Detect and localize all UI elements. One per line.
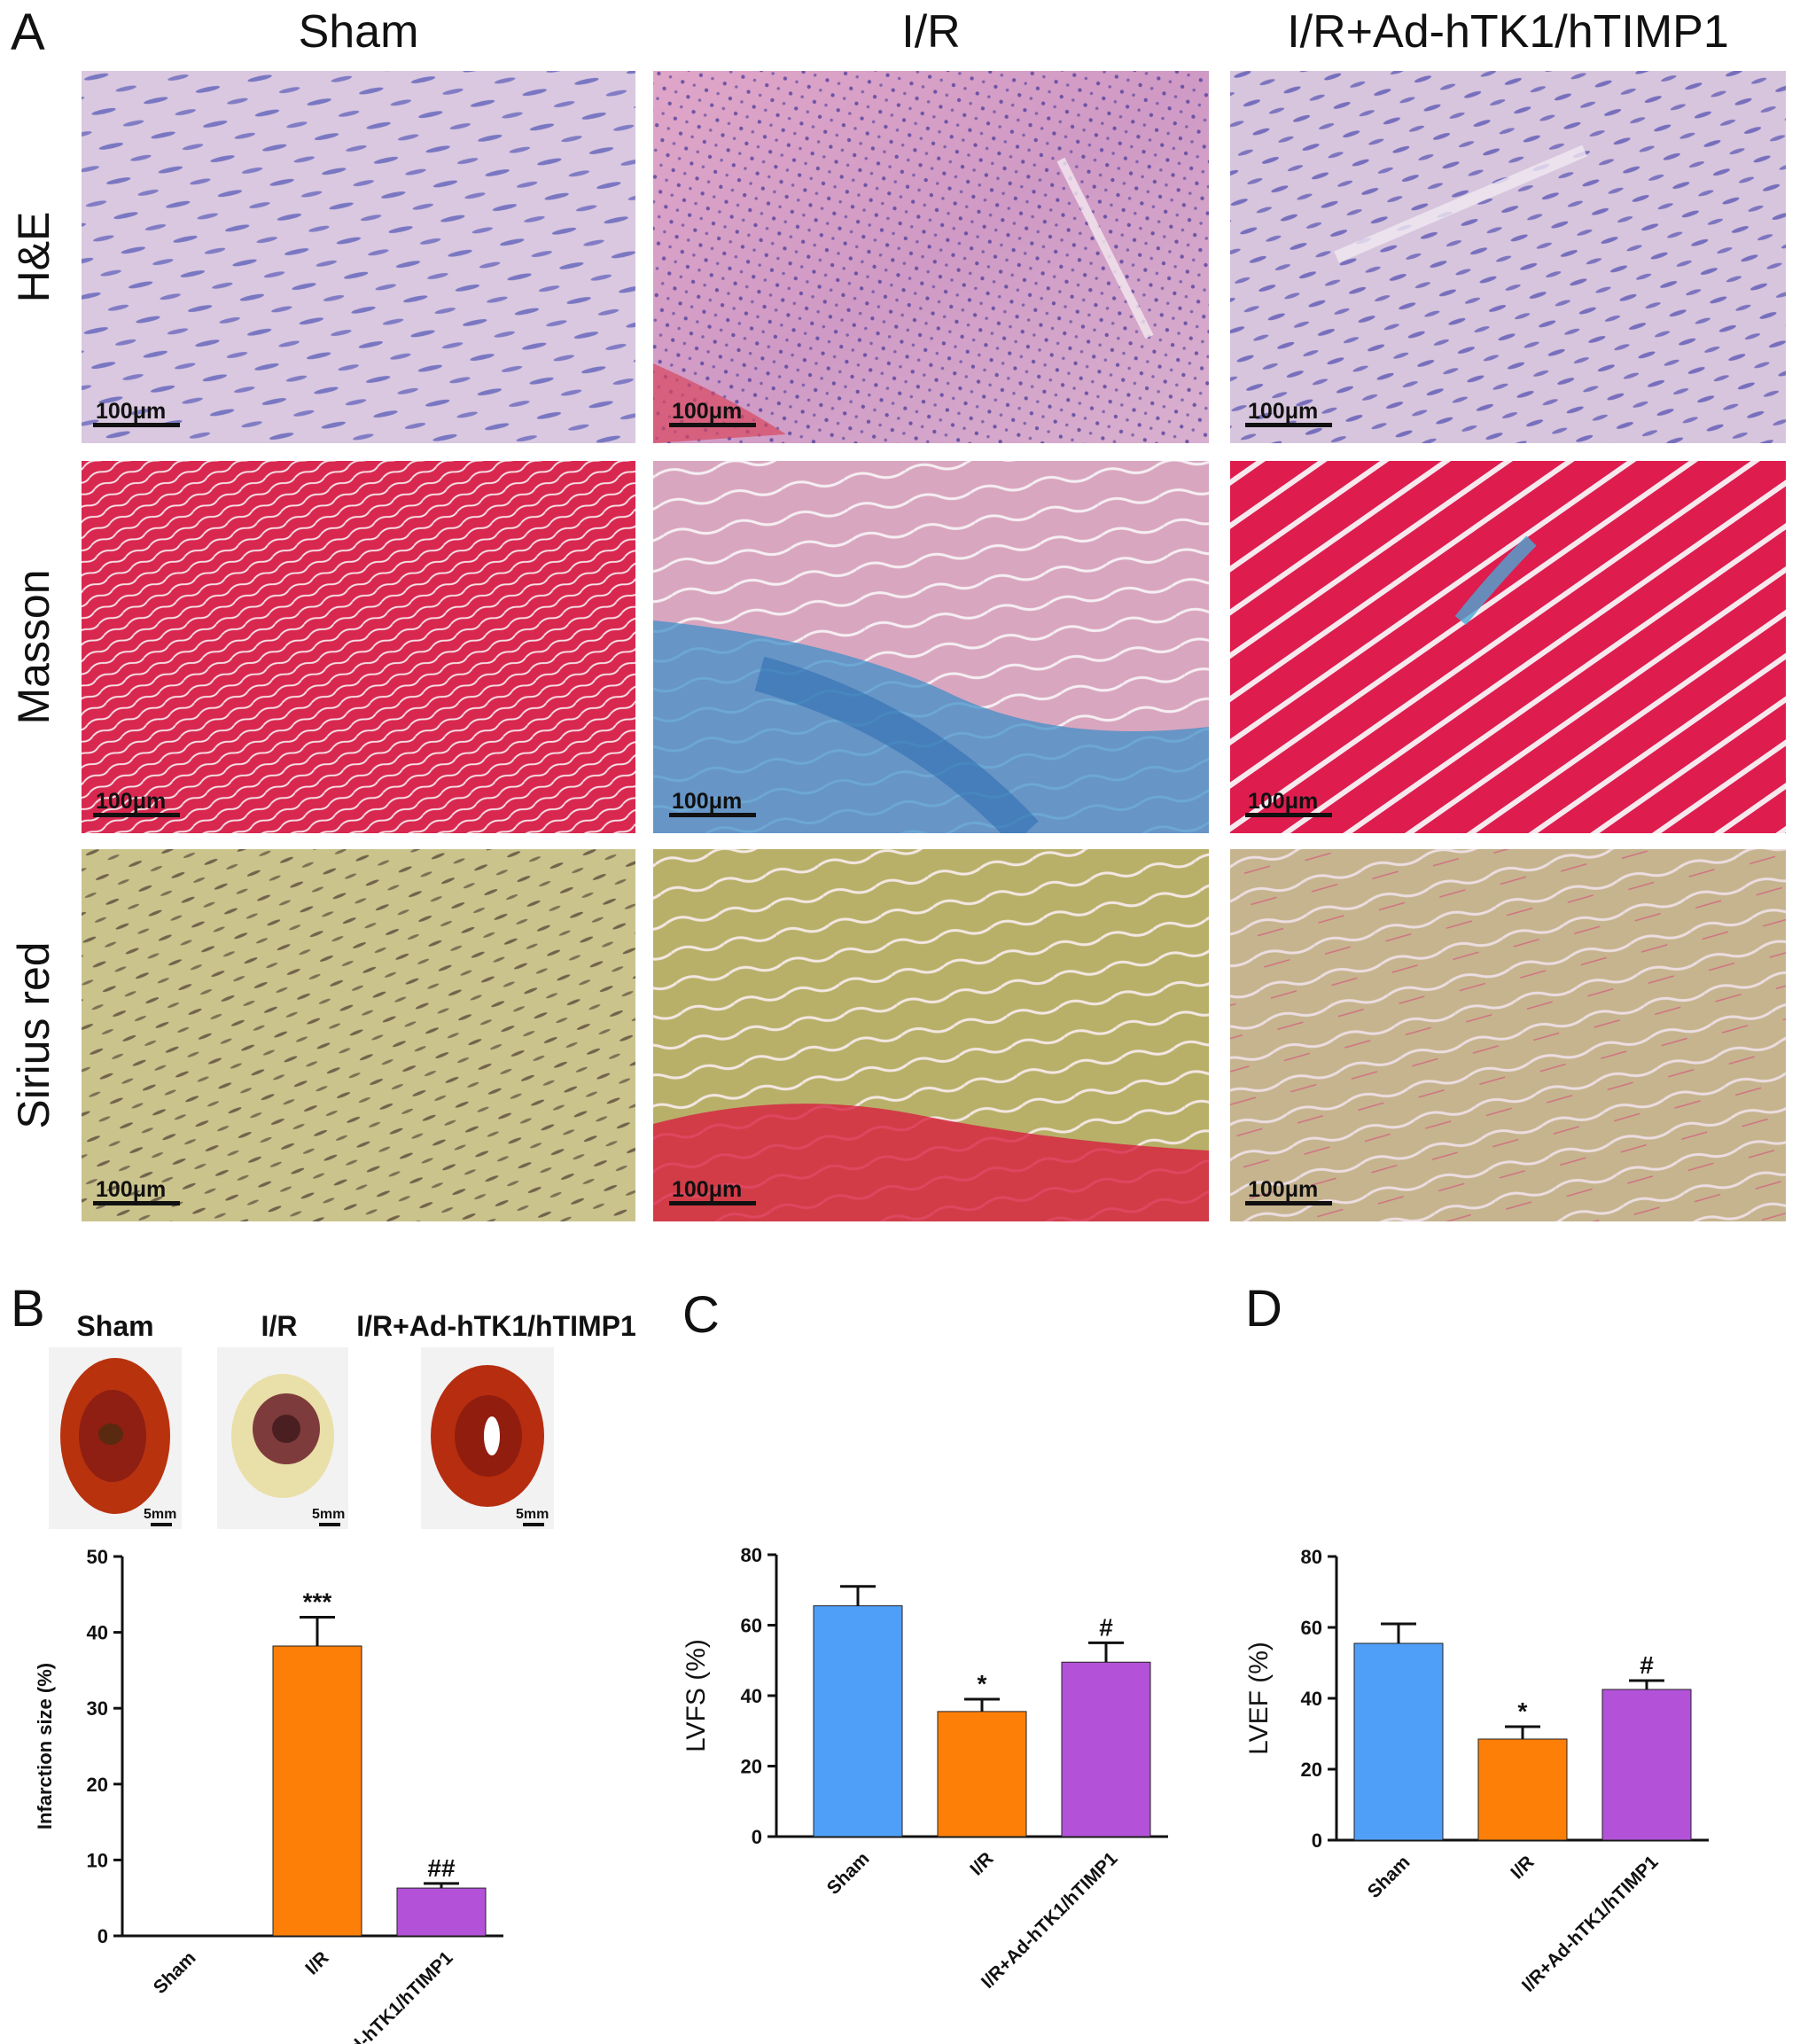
lvef-y-tick-label: 20 [1301,1759,1322,1781]
scale-bar-he-sham [93,423,180,427]
infarction-category-label: I/R+Ad-hTK1/hTIMP1 [313,1947,457,2044]
infarction-significance-mark: ## [427,1854,456,1882]
scale-label-sirius-ir: 100μm [672,1177,743,1202]
lvfs-y-tick-label: 0 [752,1826,762,1848]
heart-scale-bar-treatment [523,1523,544,1526]
scale-bar-sirius-ir [669,1201,756,1205]
panel-d-letter: D [1245,1280,1282,1338]
heart-scale-label-ir: 5mm [312,1507,346,1522]
lvef-bar-sham [1353,1642,1444,1841]
scale-bar-masson-treatment [1245,813,1332,817]
lvfs-y-tick-label: 20 [741,1756,762,1778]
lvef-bar-ir [1477,1738,1568,1841]
infarction-y-tick-label: 30 [87,1697,108,1720]
lvfs-category-label: I/R+Ad-hTK1/hTIMP1 [978,1848,1122,1993]
row-title-sirius-red: Sirius red [9,941,58,1129]
lvef-category-label: Sham [1364,1852,1414,1902]
lvef-y-tick-label: 40 [1301,1688,1322,1710]
row-title-he: H&E [9,211,58,303]
heart-label-treatment: I/R+Ad-hTK1/hTIMP1 [356,1310,636,1342]
scale-bar-sirius-treatment [1245,1201,1332,1205]
heart-scale-label-treatment: 5mm [516,1507,549,1522]
lvfs-bar-ir [937,1711,1027,1837]
heart-label-sham: Sham [76,1310,154,1342]
micrograph-sirius-ir [653,849,1209,1221]
lvfs-bar-sham [813,1605,903,1837]
chart-lvef: 0 20 40 60 80 LVEF (%) Sham * I/R # I/R+Ad-hTK1/hT… [1244,1546,1709,1996]
scale-bar-he-ir [669,423,756,427]
lvef-category-label: I/R [1507,1852,1538,1883]
column-title-sham: Sham [298,6,419,58]
micrograph-masson-treatment [1230,461,1786,833]
infarction-y-tick-label: 50 [87,1546,108,1568]
infarction-y-tick-label: 20 [87,1774,108,1796]
scale-label-he-sham: 100μm [96,399,167,424]
lvfs-y-tick-label: 40 [741,1685,762,1707]
lvef-significance-mark: * [1518,1697,1528,1725]
infarction-significance-mark: *** [303,1588,332,1615]
lvef-y-tick-label: 80 [1301,1546,1322,1568]
lvfs-significance-mark: * [978,1670,987,1697]
micrograph-he-sham [82,71,635,443]
panel-b-letter: B [11,1280,45,1338]
infarction-bar-ir [272,1645,362,1937]
micrograph-masson-sham [82,461,635,833]
chart-lvfs: 0 20 40 60 80 LVFS (%) Sham * I/R # I/R+Ad-hTK1/hT… [682,1544,1168,1993]
lvef-y-label: LVEF (%) [1244,1642,1274,1755]
column-title-ir: I/R [901,6,961,58]
lvfs-category-label: I/R [966,1848,997,1879]
lvfs-y-tick-label: 80 [741,1544,762,1566]
scale-label-sirius-treatment: 100μm [1248,1177,1319,1202]
lvef-y-tick-label: 0 [1312,1829,1322,1852]
lvef-category-label: I/R+Ad-hTK1/hTIMP1 [1518,1852,1663,1996]
heart-scale-label-sham: 5mm [144,1507,177,1522]
scale-label-he-ir: 100μm [672,399,743,424]
lvfs-y-tick-label: 60 [741,1615,762,1637]
heart-label-ir: I/R [261,1310,298,1342]
infarction-category-label: Sham [150,1947,200,1998]
infarction-bar-treat [396,1887,487,1937]
lvfs-y-label: LVFS (%) [682,1639,711,1752]
heart-slice-sham [49,1347,182,1529]
micrograph-sirius-treatment [1230,849,1786,1221]
lvef-y-tick-label: 60 [1301,1617,1322,1639]
lvfs-category-label: Sham [823,1848,874,1899]
heart-slice-ir [217,1347,348,1529]
infarction-y-tick-label: 0 [97,1925,108,1947]
scale-label-masson-sham: 100μm [96,789,167,814]
scale-label-masson-ir: 100μm [672,789,743,814]
lvfs-significance-mark: # [1099,1613,1113,1641]
chart-infarction-size: 0 10 20 30 40 50 Infarction size (%) Sham *** I/R… [34,1546,503,2044]
scale-bar-sirius-sham [93,1201,180,1205]
infarction-y-tick-label: 10 [87,1849,108,1871]
scale-label-he-treatment: 100μm [1248,399,1319,424]
scale-bar-he-treatment [1245,423,1332,427]
panel-a-letter: A [11,4,45,61]
panel-c-letter: C [682,1286,720,1344]
scale-label-masson-treatment: 100μm [1248,789,1319,814]
heart-scale-bar-sham [151,1523,172,1526]
infarction-y-label: Infarction size (%) [34,1663,56,1829]
infarction-category-label: I/R [301,1947,332,1978]
row-title-masson: Masson [9,569,58,725]
heart-scale-bar-ir [319,1523,340,1526]
infarction-y-tick-label: 40 [87,1622,108,1644]
scale-label-sirius-sham: 100μm [96,1177,167,1202]
scale-bar-masson-sham [93,813,180,817]
heart-slice-treatment [421,1347,554,1529]
lvfs-bar-treat [1061,1661,1151,1837]
lvef-bar-treat [1601,1689,1692,1841]
lvef-significance-mark: # [1640,1651,1654,1679]
scale-bar-masson-ir [669,813,756,817]
micrograph-he-treatment [1230,71,1786,443]
micrograph-he-ir [653,71,1209,443]
micrograph-sirius-sham [82,849,635,1221]
micrograph-masson-ir [653,461,1209,833]
column-title-treatment: I/R+Ad-hTK1/hTIMP1 [1287,6,1729,58]
